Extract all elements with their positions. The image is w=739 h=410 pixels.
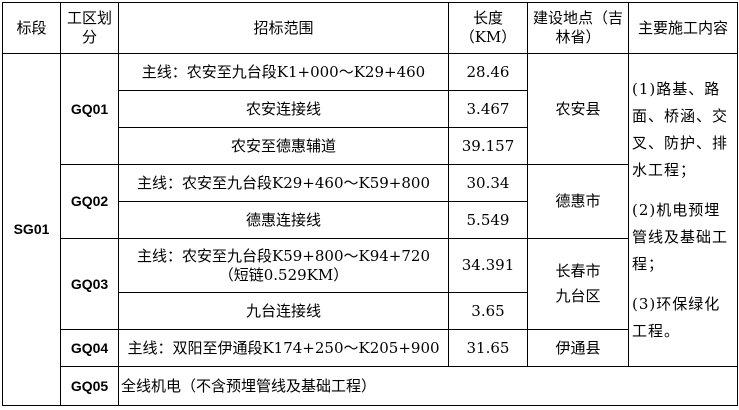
scope-cell: 农安至德惠辅道 xyxy=(118,127,449,165)
scope-note: （短链0.529KM） xyxy=(218,265,349,284)
scope-cell: 主线：农安至九台段K59+800～K94+720 （短链0.529KM） xyxy=(118,238,449,293)
table-row: GQ05 全线机电（不含预埋管线及基础工程） xyxy=(3,366,738,406)
content-item: (3)环保绿化工程。 xyxy=(632,295,721,340)
length-cell: 3.467 xyxy=(448,90,528,128)
work-area-code: GQ01 xyxy=(60,53,119,165)
table-row: GQ02 主线：农安至九台段K29+460～K59+800 30.34 德惠市 xyxy=(3,164,738,239)
table-row: 九台连接线 3.65 xyxy=(3,292,738,330)
content-item: (1)路基、路面、桥涵、交叉、防护、排水工程； xyxy=(632,80,729,179)
header-location: 建设地点（吉林省） xyxy=(527,2,629,54)
scope-cell: 主线：农安至九台段K29+460～K59+800 xyxy=(118,164,449,202)
length-cell: 31.65 xyxy=(448,329,528,367)
length-cell: 3.65 xyxy=(448,292,528,330)
main-content-cell: (1)路基、路面、桥涵、交叉、防护、排水工程； (2)机电预埋管线及基础工程； … xyxy=(628,53,738,367)
table-row: SG01 GQ01 主线：农安至九台段K1+000～K29+460 28.46 … xyxy=(2,53,738,406)
location-text: 长春市九台区 xyxy=(555,262,601,305)
location-cell: 农安县 xyxy=(527,53,629,165)
table-row: 农安连接线 3.467 xyxy=(3,90,738,128)
length-cell: 39.157 xyxy=(448,127,528,165)
scope-text: 主线：农安至九台段K59+800～K94+720 xyxy=(137,246,430,265)
work-area-code: GQ02 xyxy=(60,164,119,239)
table-row: 德惠连接线 5.549 xyxy=(3,201,738,239)
work-area-code: GQ05 xyxy=(60,366,119,406)
work-area-code: GQ04 xyxy=(60,329,119,367)
scope-cell: 全线机电（不含预埋管线及基础工程） xyxy=(118,366,738,406)
header-section: 标段 xyxy=(2,2,61,54)
length-cell: 30.34 xyxy=(448,164,528,202)
location-cell: 德惠市 xyxy=(527,164,629,239)
table-row: GQ03 主线：农安至九台段K59+800～K94+720 （短链0.529KM）… xyxy=(3,238,738,330)
table-row: 农安至德惠辅道 39.157 xyxy=(3,127,738,165)
header-row: 标段 工区划分 招标范围 长度（KM） 建设地点（吉林省） 主要施工内容 xyxy=(2,2,738,54)
scope-cell: 主线：双阳至伊通段K174+250～K205+900 xyxy=(118,329,449,367)
length-cell: 5.549 xyxy=(448,201,528,239)
header-work-area: 工区划分 xyxy=(60,2,119,54)
work-area-code: GQ03 xyxy=(60,238,119,330)
scope-cell: 九台连接线 xyxy=(118,292,449,330)
location-cell: 长春市九台区 xyxy=(527,238,629,330)
scope-cell: 德惠连接线 xyxy=(118,201,449,239)
section-code: SG01 xyxy=(2,53,61,406)
location-cell: 伊通县 xyxy=(527,329,629,367)
header-scope: 招标范围 xyxy=(118,2,449,54)
length-cell: 34.391 xyxy=(448,238,528,293)
scope-cell: 主线：农安至九台段K1+000～K29+460 xyxy=(118,53,449,91)
header-content: 主要施工内容 xyxy=(628,2,738,54)
scope-cell: 农安连接线 xyxy=(118,90,449,128)
content-item: (2)机电预埋管线及基础工程； xyxy=(632,201,729,273)
header-length: 长度（KM） xyxy=(448,2,528,54)
table-row: GQ04 主线：双阳至伊通段K174+250～K205+900 31.65 伊通… xyxy=(3,329,738,367)
length-cell: 28.46 xyxy=(448,53,528,91)
